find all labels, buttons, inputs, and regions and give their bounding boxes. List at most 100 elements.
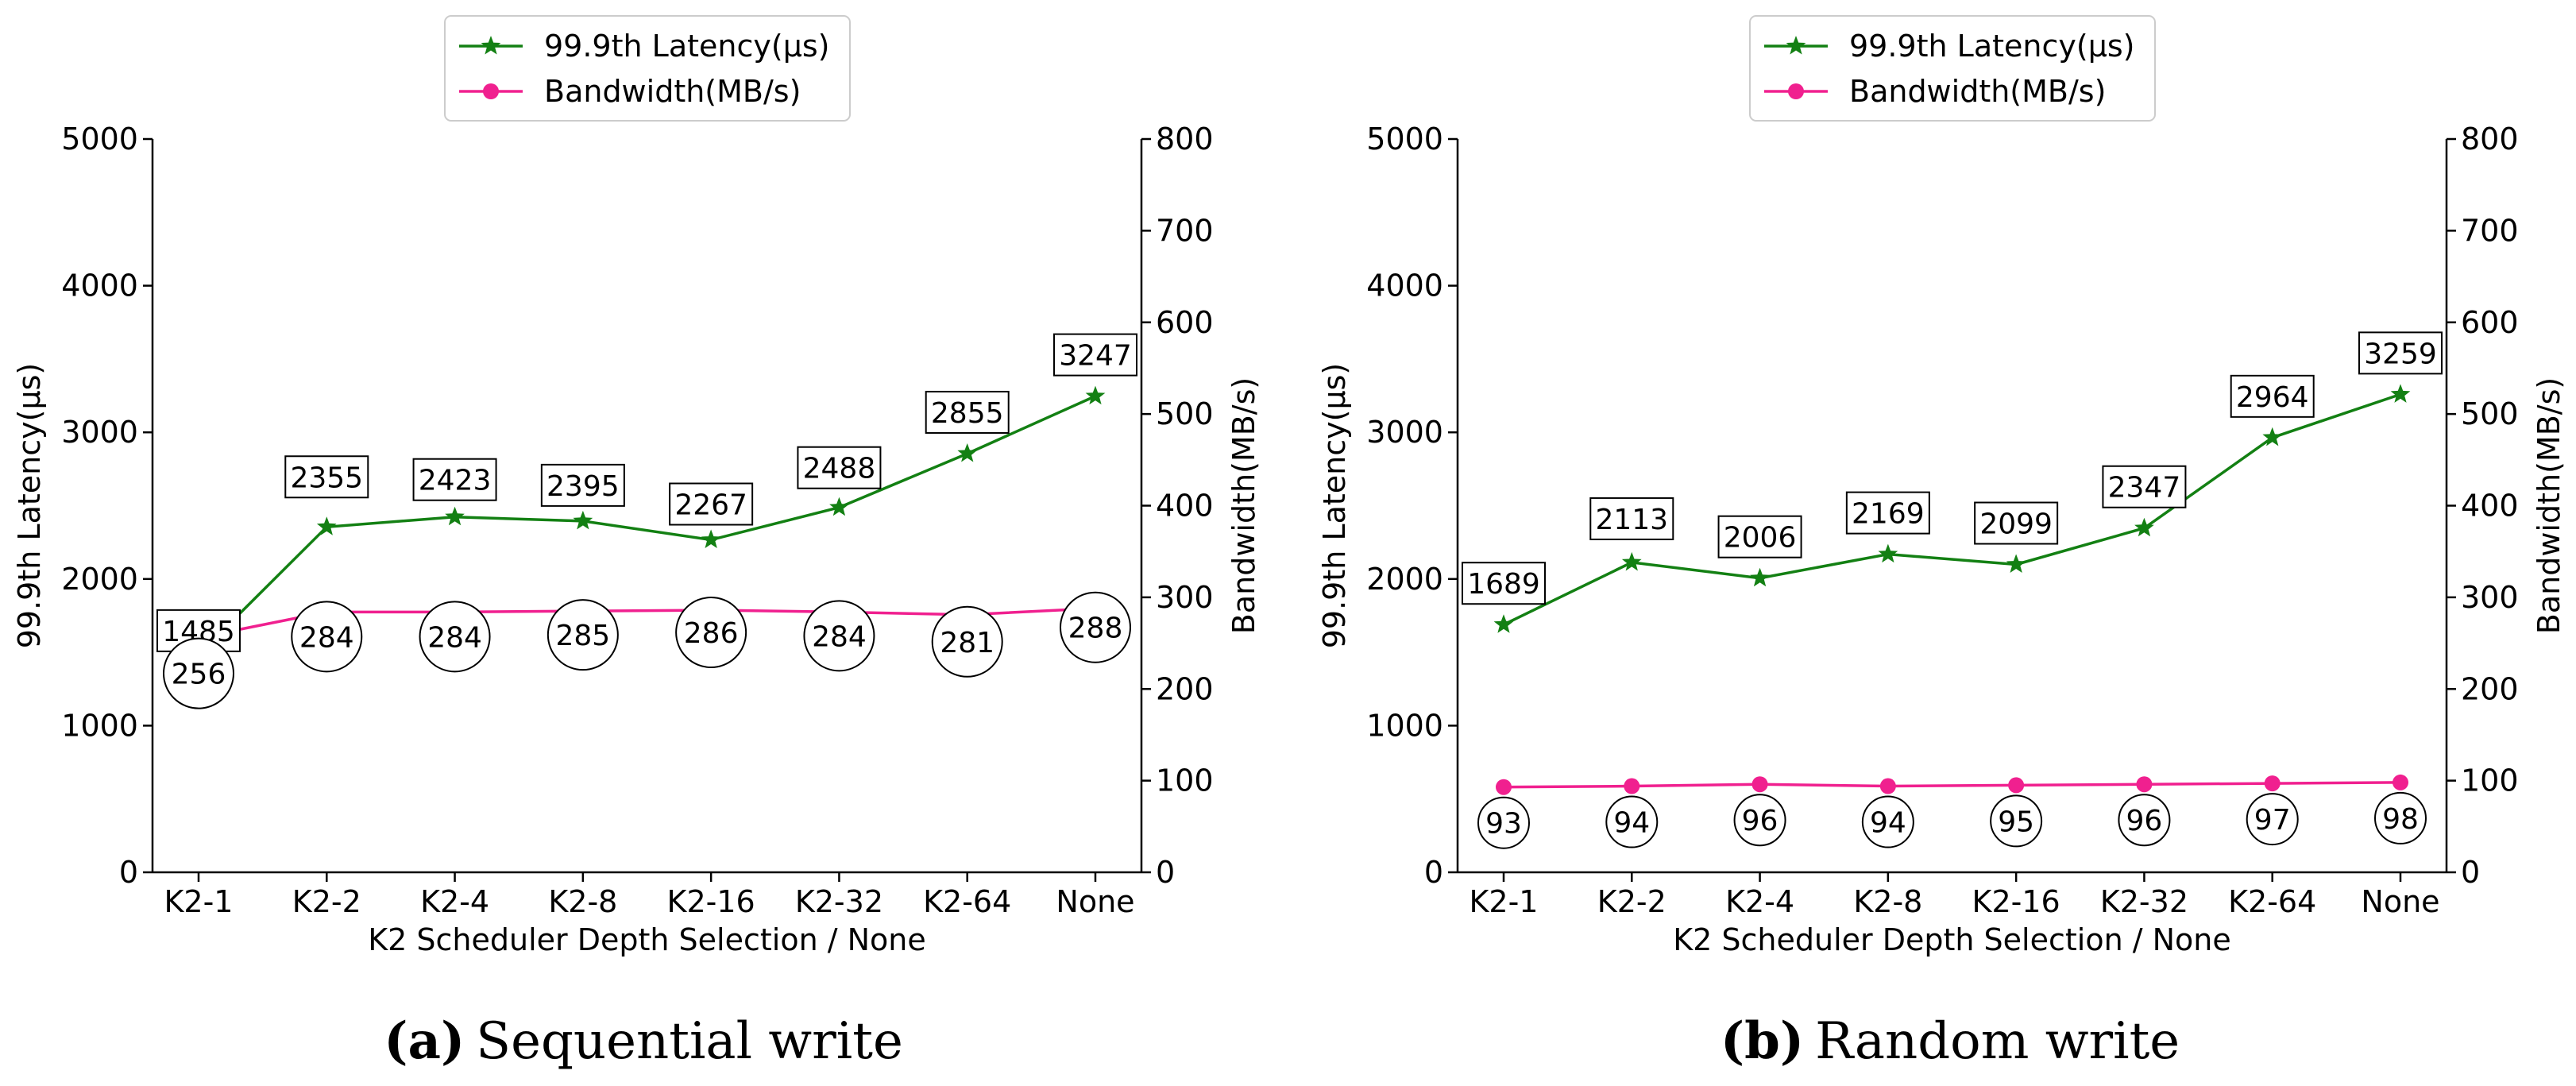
latency-label-box xyxy=(2230,374,2315,418)
latency-label-box xyxy=(540,463,625,507)
y-right-tick-label: 400 xyxy=(1156,489,1214,524)
y-right-tick-label: 700 xyxy=(1156,213,1214,248)
bandwidth-label-circle xyxy=(1060,591,1131,663)
bandwidth-data-label: 284 xyxy=(291,601,363,673)
latency-data-label: 2355 xyxy=(284,455,369,499)
bandwidth-data-label: 97 xyxy=(2246,793,2299,846)
latency-data-label: 1689 xyxy=(1462,562,1546,605)
x-tick-label: None xyxy=(2361,884,2439,919)
bandwidth-data-label: 284 xyxy=(803,600,875,672)
legend-latency-marker xyxy=(1786,36,1806,55)
bandwidth-label-circle xyxy=(1733,794,1786,847)
latency-label-text: 2113 xyxy=(1595,504,1668,536)
latency-point xyxy=(2006,554,2026,573)
latency-data-label: 2169 xyxy=(1845,491,1930,535)
legend-bandwidth-marker xyxy=(483,83,499,99)
bandwidth-label-text: 97 xyxy=(2254,804,2291,837)
y-right-tick-label: 200 xyxy=(2461,671,2519,706)
x-tick-label: K2-2 xyxy=(1597,884,1666,919)
x-tick-label: K2-16 xyxy=(667,884,755,919)
bandwidth-data-label: 288 xyxy=(1060,591,1131,663)
legend-bandwidth-label: Bandwidth(MB/s) xyxy=(1849,74,2106,109)
y-left-axis-label: 99.9th Latency(µs) xyxy=(1317,363,1352,649)
latency-label-box xyxy=(2102,465,2187,508)
latency-data-label: 2964 xyxy=(2230,374,2315,418)
bandwidth-data-label: 285 xyxy=(546,599,619,671)
latency-label-box xyxy=(1717,515,1802,558)
y-right-tick-label: 200 xyxy=(1156,671,1214,706)
legend-frame xyxy=(1749,15,2156,122)
caption-letter: (a) xyxy=(384,1011,465,1071)
legend-latency-label: 99.9th Latency(µs) xyxy=(1849,29,2135,64)
caption-text: Sequential write xyxy=(476,1012,903,1071)
legend-bandwidth-marker xyxy=(1788,83,1804,99)
y-left-tick-label: 4000 xyxy=(61,269,138,303)
panel-caption: (a) Sequential write xyxy=(384,1011,903,1071)
bandwidth-label-text: 94 xyxy=(1613,807,1650,840)
x-tick-label: K2-8 xyxy=(1853,884,1922,919)
latency-label-text: 3247 xyxy=(1059,340,1132,373)
latency-point xyxy=(573,510,593,530)
latency-label-text: 2169 xyxy=(1852,498,1925,531)
bandwidth-data-label: 96 xyxy=(1733,794,1786,847)
y-right-tick-label: 0 xyxy=(2461,855,2480,890)
latency-label-box xyxy=(1974,501,2059,545)
latency-label-text: 2488 xyxy=(803,453,876,485)
bandwidth-label-text: 96 xyxy=(1742,805,1778,837)
x-tick-label: K2-4 xyxy=(420,884,489,919)
x-tick-label: K2-1 xyxy=(1470,884,1539,919)
bandwidth-label-text: 256 xyxy=(172,659,226,691)
legend-bandwidth-label: Bandwidth(MB/s) xyxy=(544,74,801,109)
bandwidth-point xyxy=(2393,774,2408,790)
latency-label-box xyxy=(1845,491,1930,535)
latency-label-text: 2964 xyxy=(2236,381,2309,414)
bandwidth-data-label: 284 xyxy=(419,601,491,673)
x-axis-label: K2 Scheduler Depth Selection / None xyxy=(1673,922,2231,957)
latency-label-box xyxy=(669,482,754,526)
latency-label-text: 2347 xyxy=(2108,472,2181,504)
bandwidth-label-circle xyxy=(931,605,1003,678)
latency-label-box xyxy=(925,390,1010,434)
bandwidth-label-circle xyxy=(675,597,747,669)
y-right-tick-label: 800 xyxy=(1156,122,1214,157)
y-right-tick-label: 300 xyxy=(1156,580,1214,615)
latency-label-box xyxy=(412,458,497,501)
bandwidth-data-label: 256 xyxy=(163,637,234,709)
y-left-tick-label: 5000 xyxy=(1366,122,1443,157)
bandwidth-label-text: 284 xyxy=(812,620,867,653)
latency-label-box xyxy=(1589,497,1674,540)
bandwidth-label-text: 285 xyxy=(555,620,610,652)
y-left-tick-label: 4000 xyxy=(1366,269,1443,303)
latency-data-label: 2099 xyxy=(1974,501,2059,545)
y-right-tick-label: 100 xyxy=(1156,763,1214,798)
bandwidth-label-circle xyxy=(291,601,363,673)
latency-data-label: 2113 xyxy=(1589,497,1674,540)
y-right-tick-label: 800 xyxy=(2461,122,2519,157)
chart-panel-b: 0 1000 2000 3000 4000 5000 0 100 200 300 400 500 600… xyxy=(1317,15,2566,1071)
latency-label-box xyxy=(797,446,882,489)
chart-panel-a: 0 1000 2000 3000 4000 5000 0 100 200 300 400 500 600… xyxy=(12,15,1261,1071)
latency-data-label: 2855 xyxy=(925,390,1010,434)
bandwidth-point xyxy=(1751,776,1768,793)
x-tick-label: K2-32 xyxy=(2100,884,2188,919)
latency-point xyxy=(2134,517,2154,537)
bandwidth-label-circle xyxy=(1990,794,2043,848)
latency-point xyxy=(2390,384,2411,403)
bandwidth-point xyxy=(1879,778,1896,794)
bandwidth-label-circle xyxy=(1605,795,1659,848)
latency-point xyxy=(1085,385,1106,405)
latency-data-label: 2395 xyxy=(540,463,625,507)
caption-text: Random write xyxy=(1815,1012,2180,1071)
latency-point xyxy=(2262,427,2283,446)
latency-point xyxy=(1621,551,1642,571)
bandwidth-label-circle xyxy=(803,600,875,672)
bandwidth-label-circle xyxy=(1477,796,1530,849)
latency-data-label: 1485 xyxy=(156,609,241,652)
y-right-tick-label: 300 xyxy=(2461,580,2519,615)
x-tick-label: K2-8 xyxy=(548,884,617,919)
legend-latency-marker xyxy=(481,36,501,55)
x-tick-label: K2-64 xyxy=(2228,884,2316,919)
y-left-tick-label: 5000 xyxy=(61,122,138,157)
y-right-tick-label: 400 xyxy=(2461,489,2519,524)
